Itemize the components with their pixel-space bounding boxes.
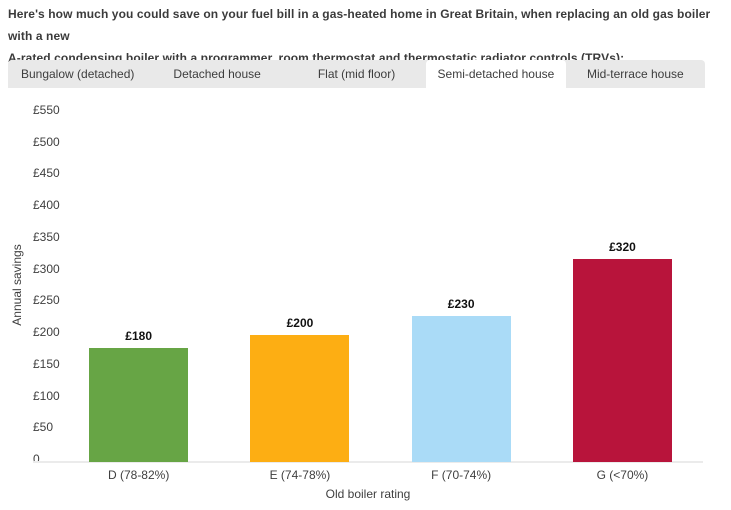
y-tick-label: £300 (33, 261, 60, 276)
tab-semi-detached-house[interactable]: Semi-detached house (426, 60, 566, 97)
bar-f-70-74[interactable] (411, 316, 511, 462)
x-axis-line (33, 461, 703, 463)
y-tick-label: £50 (33, 420, 54, 435)
bar-value-label: £230 (447, 297, 475, 312)
x-axis-title: Old boiler rating (325, 487, 411, 501)
y-tick-label: £200 (33, 325, 60, 340)
x-category-label: F (70-74%) (431, 468, 492, 482)
y-tick-label: £400 (33, 198, 60, 213)
bar-e-74-78[interactable] (250, 335, 350, 462)
y-tick-label: £250 (33, 293, 60, 308)
x-category-label: G (<70%) (596, 468, 649, 482)
bar-value-label: £200 (286, 316, 314, 331)
bar-g-70[interactable] (572, 258, 672, 462)
bar-value-label: £180 (125, 328, 152, 343)
bar-value-label: £320 (609, 239, 636, 254)
chart-description-line1: Here's how much you could save on your f… (8, 7, 711, 43)
tab-bungalow-detached[interactable]: Bungalow (detached) (20, 67, 135, 81)
x-category-label: D (78-82%) (107, 468, 170, 482)
y-tick-label: £500 (33, 134, 60, 149)
tab-detached-house[interactable]: Detached house (173, 67, 261, 81)
y-tick-label: £450 (33, 166, 60, 181)
x-category-label: E (74-78%) (269, 468, 331, 482)
y-tick-label: £550 (33, 103, 60, 117)
y-tick-label: £150 (33, 356, 60, 371)
y-tick-label: £350 (33, 229, 60, 244)
y-axis-title: Annual savings (10, 244, 24, 326)
y-tick-label: £100 (33, 388, 60, 403)
bar-d-78-82[interactable] (89, 347, 189, 462)
y-tick-label: 0 (33, 452, 40, 466)
tab-mid-terrace-house[interactable]: Mid-terrace house (586, 67, 684, 81)
tab-flat-mid-floor[interactable]: Flat (mid floor) (317, 67, 396, 81)
house-type-tab-bar: Bungalow (detached) Detached house Flat (m… (8, 60, 705, 97)
savings-bar-chart: Annual savings 0 £50 £100 £150 £200 £250 £300 £… (0, 88, 731, 510)
